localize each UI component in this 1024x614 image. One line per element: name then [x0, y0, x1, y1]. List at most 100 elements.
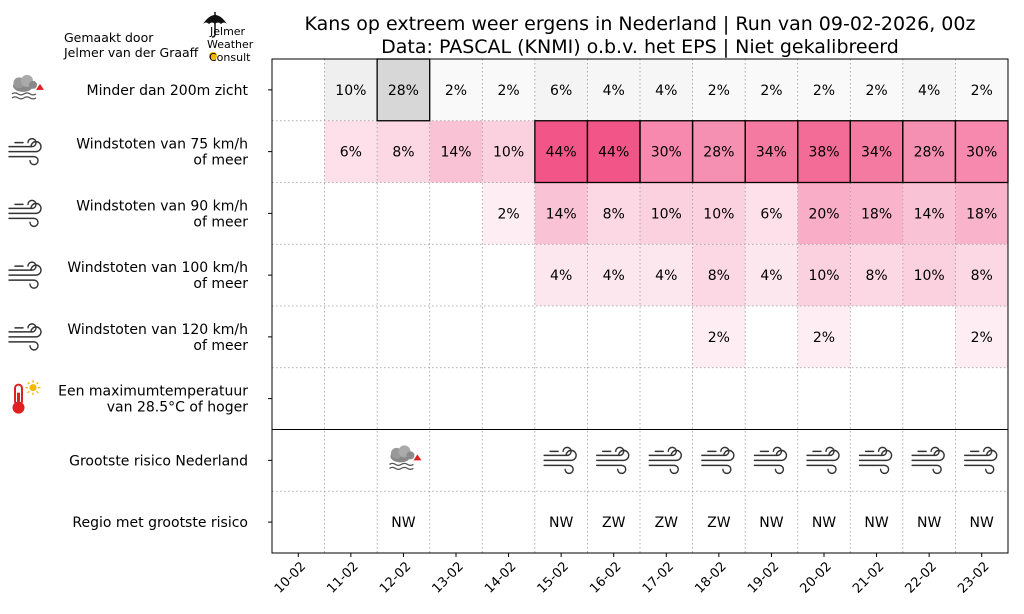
heatmap-cell [587, 59, 640, 121]
cell-value: 4% [603, 268, 625, 284]
heatmap-cell [640, 244, 693, 306]
cell-value: 44% [546, 145, 577, 161]
heatmap-cell [902, 244, 956, 306]
heatmap-cell [377, 59, 430, 121]
cell-value: 18% [966, 206, 997, 222]
cell-value: 14% [440, 145, 471, 161]
wind-icon [911, 446, 945, 475]
row-label: of meer [193, 153, 248, 169]
credit-line-2: Jelmer van der Graaff [63, 45, 199, 60]
heatmap-cell [745, 182, 798, 245]
heatmap-cell [692, 59, 746, 121]
cell-value: 2% [971, 330, 993, 346]
cell-value: 10% [493, 145, 524, 161]
wind-icon [596, 446, 630, 475]
x-tick-label: 19-02 [745, 559, 782, 596]
row-label: van 28.5°C of hoger [107, 400, 248, 416]
plot-frame [271, 58, 1009, 554]
cell-value: 10% [703, 206, 734, 222]
cell-value: 10% [651, 206, 682, 222]
region-value: NW [549, 515, 573, 531]
cell-value: 2% [971, 83, 993, 99]
wind-icon [858, 446, 893, 475]
region-value: NW [917, 515, 941, 531]
heatmap-cell [797, 244, 851, 306]
heatmap-cell [745, 244, 798, 306]
heatmap-cell [850, 182, 903, 245]
summary-row-label: Regio met grootste risico [72, 515, 248, 531]
cell-value: 10% [914, 268, 945, 284]
thermometer-sun-icon [12, 380, 41, 414]
row-label: Windstoten van 120 km/h [67, 322, 248, 338]
heatmap-cell [902, 182, 956, 245]
heatmap-cell [692, 306, 746, 368]
region-value: NW [864, 515, 888, 531]
cell-value: 30% [651, 145, 682, 161]
region-value: ZW [707, 515, 731, 531]
wind-icon [8, 261, 42, 289]
cell-value: 14% [914, 206, 945, 222]
cell-value: 4% [918, 83, 940, 99]
cell-value: 2% [497, 206, 519, 222]
heatmap-cell [482, 59, 535, 121]
heatmap-cell [692, 244, 746, 306]
cell-value: 6% [760, 206, 782, 222]
cell-value: 10% [335, 83, 366, 99]
cell-value: 30% [966, 145, 997, 161]
row-label: Windstoten van 100 km/h [67, 260, 248, 276]
heatmap-cell [324, 59, 378, 121]
x-tick-label: 13-02 [430, 559, 467, 596]
cell-value: 4% [760, 268, 782, 284]
cell-value: 4% [655, 268, 677, 284]
wind-icon [8, 199, 42, 228]
wind-icon [648, 446, 682, 475]
cell-value: 2% [708, 330, 730, 346]
wind-icon [701, 446, 735, 475]
cell-value: 4% [603, 83, 625, 99]
heatmap-cell [902, 59, 956, 121]
x-tick-label: 18-02 [692, 559, 729, 596]
cell-value: 14% [546, 206, 577, 222]
row-label: Minder dan 200m zicht [87, 83, 249, 99]
x-tick-label: 10-02 [272, 559, 309, 596]
heatmap-cell [587, 244, 640, 306]
heatmap-cell [324, 120, 378, 183]
cell-value: 6% [340, 145, 362, 161]
region-value: NW [759, 515, 783, 531]
wind-icon [8, 137, 42, 166]
cell-value: 2% [497, 83, 519, 99]
heatmap-cell [640, 120, 693, 183]
heatmap-cell [692, 120, 746, 183]
x-tick-label: 14-02 [482, 559, 519, 596]
heatmap-cell [377, 120, 430, 183]
heatmap-cell [850, 59, 903, 121]
wind-icon [753, 446, 788, 475]
cell-value: 34% [861, 145, 892, 161]
cell-value: 8% [971, 268, 993, 284]
logo-line-1: Jelmer [209, 25, 246, 38]
cell-value: 8% [392, 145, 414, 161]
cell-value: 34% [756, 145, 787, 161]
wind-icon [543, 446, 577, 475]
heatmap-cell [955, 244, 1008, 306]
cell-value: 2% [708, 83, 730, 99]
heatmap-cell [692, 182, 746, 245]
x-tick-label: 12-02 [377, 559, 414, 596]
chart-subtitle: Data: PASCAL (KNMI) o.b.v. het EPS | Nie… [381, 36, 899, 58]
row-label: of meer [193, 214, 248, 230]
logo: Jelmer Weather Consult [203, 12, 254, 64]
credit-line-1: Gemaakt door [64, 30, 154, 45]
cell-value: 44% [598, 145, 629, 161]
cell-value: 38% [808, 145, 839, 161]
region-value: NW [812, 515, 836, 531]
x-tick-label: 23-02 [955, 559, 992, 596]
heatmap-cell [640, 59, 693, 121]
region-value: NW [391, 515, 415, 531]
heatmap-cell [534, 244, 588, 306]
heatmap-cell [797, 306, 851, 368]
fog-icon [389, 445, 422, 471]
heatmap-cell [482, 120, 535, 183]
cell-value: 6% [550, 83, 572, 99]
logo-line-3: Consult [209, 51, 251, 64]
